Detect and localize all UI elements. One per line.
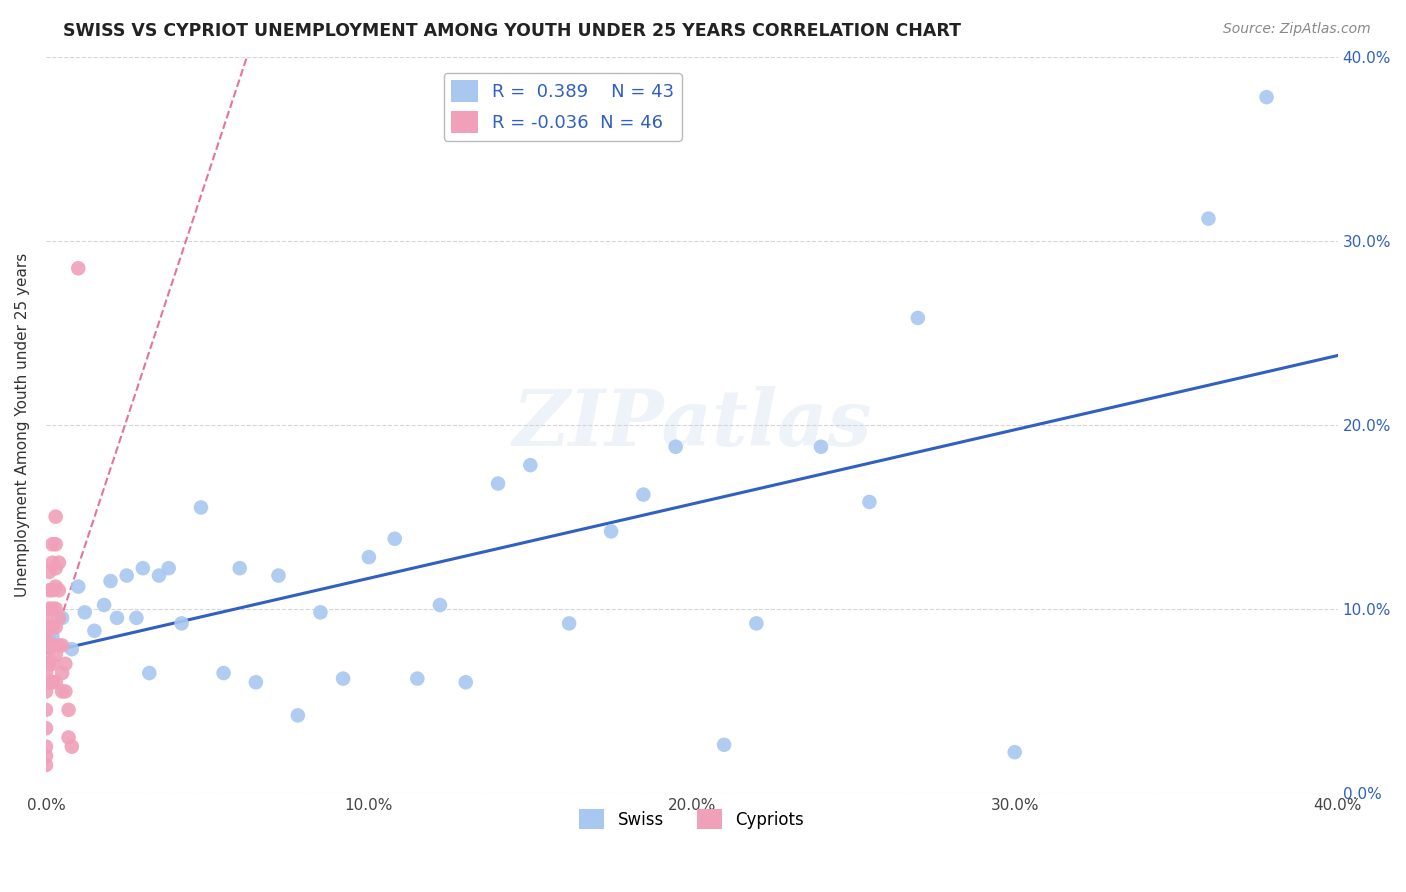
Point (35, 758, 58, 772)
Point (45, 620, 67, 634)
Point (810, 440, 832, 454)
Point (132, 561, 155, 575)
Point (38, 620, 60, 634)
Point (138, 666, 160, 681)
Point (332, 672, 354, 686)
Text: SWISS VS CYPRIOT UNEMPLOYMENT AMONG YOUTH UNDER 25 YEARS CORRELATION CHART: SWISS VS CYPRIOT UNEMPLOYMENT AMONG YOUT… (63, 22, 962, 40)
Text: Source: ZipAtlas.com: Source: ZipAtlas.com (1223, 22, 1371, 37)
Point (35, 629, 58, 643)
Point (41, 657, 63, 671)
Y-axis label: Unemployment Among Youth under 25 years: Unemployment Among Youth under 25 years (15, 252, 30, 597)
Point (51, 611, 73, 625)
Point (58, 703, 80, 717)
Point (486, 476, 509, 491)
Point (45, 561, 67, 575)
Point (1004, 745, 1026, 759)
Point (51, 684, 73, 698)
Point (51, 639, 73, 653)
Point (83, 624, 105, 638)
Point (35, 739, 58, 754)
Point (228, 561, 250, 575)
Point (45, 580, 67, 594)
Point (35, 611, 58, 625)
Point (357, 550, 380, 565)
Point (60, 642, 83, 657)
Point (73, 605, 96, 619)
Point (100, 574, 122, 588)
Point (105, 611, 128, 625)
Point (93, 598, 115, 612)
Point (38, 565, 60, 579)
Point (907, 310, 929, 325)
Point (406, 672, 429, 686)
Point (35, 648, 58, 662)
Point (58, 731, 80, 745)
Point (41, 639, 63, 653)
Point (212, 666, 235, 681)
Point (38, 583, 60, 598)
Legend: Swiss, Cypriots: Swiss, Cypriots (572, 802, 811, 836)
Point (41, 620, 63, 634)
Point (41, 537, 63, 551)
Point (600, 524, 623, 539)
Point (148, 568, 170, 582)
Point (745, 616, 768, 631)
Point (41, 675, 63, 690)
Point (35, 703, 58, 717)
Point (309, 605, 332, 619)
Point (633, 487, 655, 501)
Point (45, 509, 67, 524)
Point (38, 657, 60, 671)
Point (454, 675, 477, 690)
Point (1198, 211, 1220, 226)
Point (48, 556, 70, 570)
Point (67, 580, 90, 594)
Point (53, 684, 76, 698)
Point (67, 261, 90, 276)
Point (429, 598, 451, 612)
Point (38, 675, 60, 690)
Point (35, 666, 58, 681)
Point (45, 675, 67, 690)
Point (60, 739, 83, 754)
Point (170, 616, 193, 631)
Point (48, 639, 70, 653)
Point (41, 556, 63, 570)
Point (35, 684, 58, 698)
Point (41, 583, 63, 598)
Point (558, 616, 581, 631)
Point (1256, 90, 1278, 104)
Point (125, 611, 148, 625)
Point (38, 639, 60, 653)
Point (858, 495, 880, 509)
Point (115, 568, 138, 582)
Point (41, 629, 63, 643)
Point (48, 583, 70, 598)
Point (45, 648, 67, 662)
Point (45, 537, 67, 551)
Point (287, 708, 309, 723)
Point (519, 458, 541, 472)
Point (267, 568, 290, 582)
Point (190, 500, 212, 515)
Point (48, 611, 70, 625)
Point (51, 666, 73, 681)
Point (41, 601, 63, 615)
Point (35, 721, 58, 735)
Point (38, 601, 60, 615)
Point (45, 601, 67, 615)
Point (157, 561, 180, 575)
Point (665, 440, 688, 454)
Text: ZIPatlas: ZIPatlas (512, 386, 872, 463)
Point (713, 738, 735, 752)
Point (245, 675, 267, 690)
Point (384, 532, 406, 546)
Point (35, 748, 58, 763)
Point (53, 657, 76, 671)
